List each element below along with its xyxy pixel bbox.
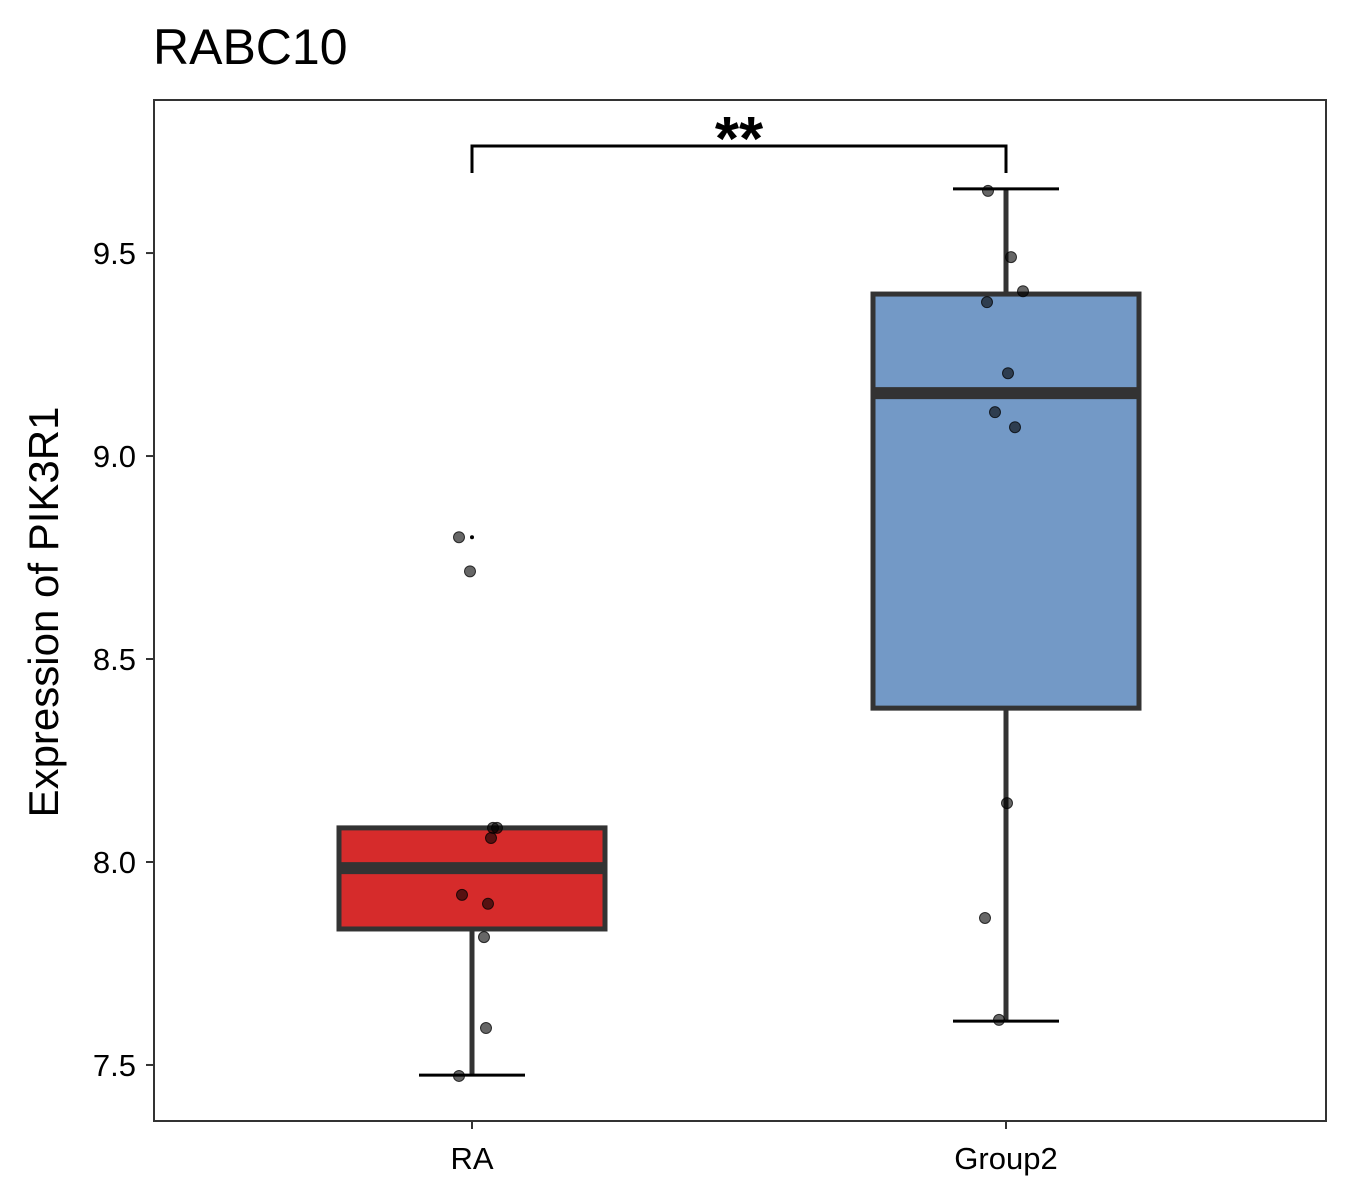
y-axis-label: Expression of PIK3R1: [20, 407, 67, 818]
y-tick-label: 9.0: [93, 439, 136, 474]
y-tick-label: 7.5: [93, 1048, 136, 1083]
x-tick-label: Group2: [954, 1141, 1057, 1176]
data-point: [1002, 367, 1014, 380]
plot-panel-border: [153, 99, 1327, 1122]
outlier-point: [470, 535, 474, 540]
data-point: [491, 821, 503, 834]
data-point: [979, 912, 991, 925]
data-point: [1009, 421, 1021, 434]
box-group2: [870, 291, 1142, 711]
significance-label: **: [715, 105, 764, 174]
data-point: [989, 406, 1001, 419]
data-point: [993, 1013, 1005, 1026]
data-point: [453, 531, 465, 544]
significance-bracket: [470, 144, 1008, 173]
data-point: [456, 888, 468, 901]
data-point: [485, 832, 497, 845]
data-point: [480, 1022, 492, 1035]
chart-title: RABC10: [153, 19, 348, 75]
data-point: [1017, 285, 1029, 298]
y-tick-label: 9.5: [93, 236, 136, 271]
data-point: [1005, 251, 1017, 264]
y-tick-label: 8.5: [93, 642, 136, 677]
box-ra: [336, 825, 608, 932]
data-point: [464, 565, 476, 578]
y-tick-label: 8.0: [93, 845, 136, 880]
x-tick-label: RA: [450, 1141, 493, 1176]
data-point: [1001, 797, 1013, 810]
data-point: [981, 296, 993, 309]
data-point: [482, 897, 494, 910]
data-point: [478, 931, 490, 944]
data-point: [982, 184, 994, 197]
data-point: [453, 1069, 465, 1082]
